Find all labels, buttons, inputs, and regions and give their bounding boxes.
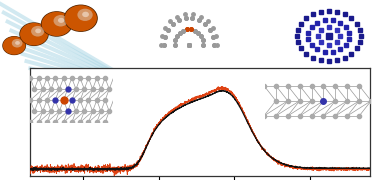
Circle shape bbox=[3, 37, 25, 55]
Circle shape bbox=[65, 5, 97, 31]
Circle shape bbox=[42, 12, 72, 36]
Circle shape bbox=[2, 36, 26, 55]
Circle shape bbox=[19, 22, 49, 46]
Circle shape bbox=[12, 39, 23, 48]
Circle shape bbox=[35, 28, 41, 33]
Circle shape bbox=[54, 15, 68, 26]
Circle shape bbox=[58, 18, 64, 23]
Circle shape bbox=[77, 9, 93, 21]
Circle shape bbox=[20, 23, 48, 46]
Circle shape bbox=[64, 4, 98, 32]
Circle shape bbox=[15, 41, 20, 45]
Circle shape bbox=[82, 12, 89, 17]
Circle shape bbox=[41, 11, 73, 37]
Circle shape bbox=[31, 26, 44, 37]
